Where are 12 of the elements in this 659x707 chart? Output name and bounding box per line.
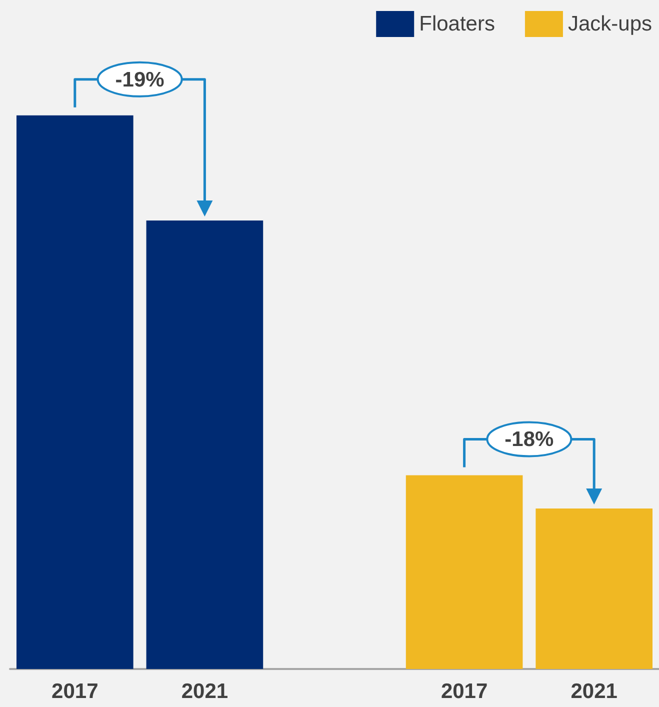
bar <box>406 475 523 669</box>
bar <box>146 220 264 669</box>
bar <box>16 115 134 669</box>
legend-label: Jack-ups <box>568 12 652 36</box>
x-tick-label: 2017 <box>52 680 98 703</box>
x-tick-label: 2021 <box>570 680 618 703</box>
legend-label: Floaters <box>419 12 495 36</box>
x-tick-label: 2017 <box>440 680 488 703</box>
text: -19% <box>115 68 165 92</box>
x-tick-label: 2021 <box>181 680 228 703</box>
annotation: -18% <box>504 428 554 452</box>
bar <box>536 508 653 669</box>
